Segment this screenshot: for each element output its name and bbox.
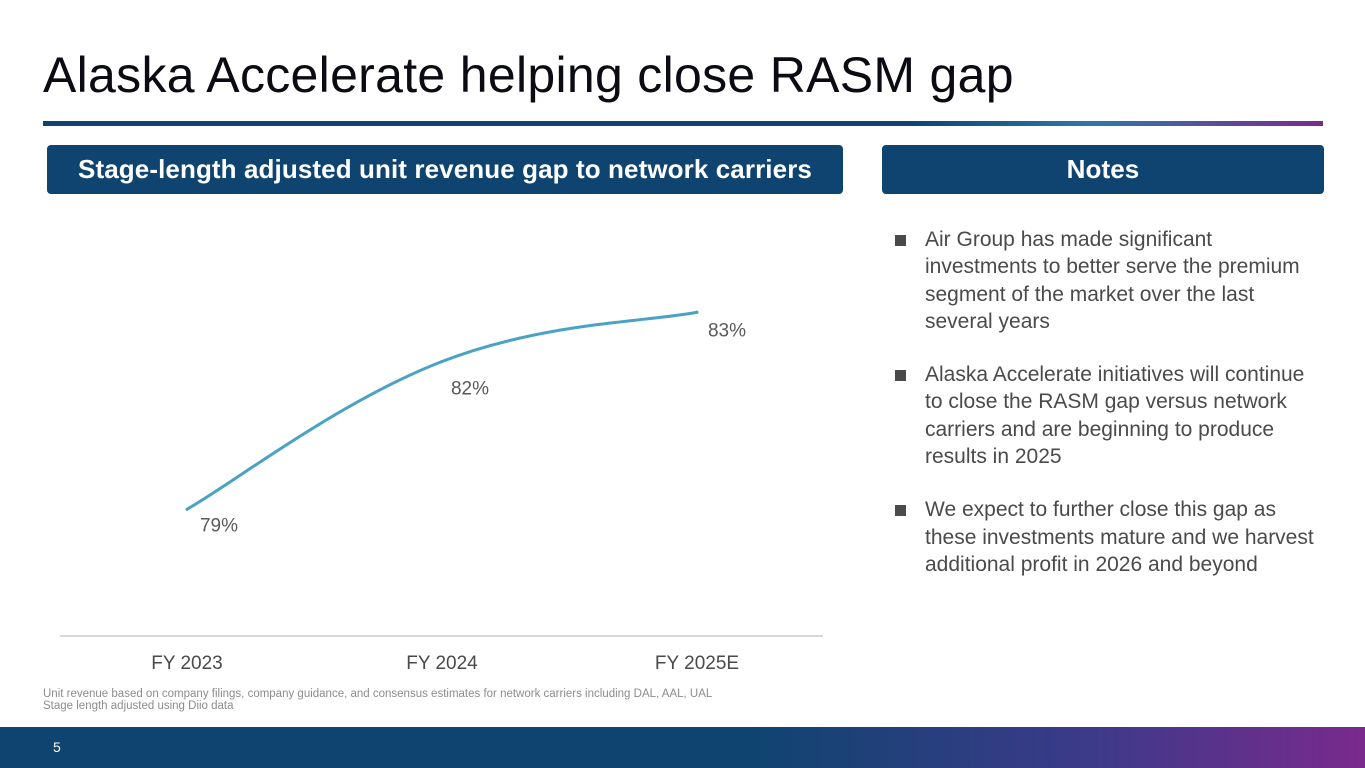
title-divider (43, 121, 1323, 126)
footer-bar: 5 (0, 727, 1365, 768)
notes-list: Air Group has made significant investmen… (892, 226, 1322, 604)
x-tick-label: FY 2025E (655, 653, 739, 674)
data-point (185, 507, 189, 511)
footnote-line: Stage length adjusted using Diio data (43, 700, 234, 712)
x-tick-label: FY 2023 (151, 653, 222, 674)
note-item: Alaska Accelerate initiatives will conti… (892, 361, 1322, 470)
note-item: Air Group has made significant investmen… (892, 226, 1322, 335)
note-item: We expect to further close this gap as t… (892, 496, 1322, 578)
square-bullet-icon (895, 370, 906, 382)
page-number: 5 (53, 739, 61, 755)
note-text: Alaska Accelerate initiatives will conti… (925, 363, 1305, 469)
x-tick-label: FY 2024 (406, 653, 478, 674)
square-bullet-icon (895, 505, 906, 517)
note-text: Air Group has made significant investmen… (925, 228, 1300, 333)
note-text: We expect to further close this gap as t… (925, 498, 1314, 576)
data-label: 83% (708, 320, 746, 341)
data-label: 79% (200, 515, 238, 536)
page-title: Alaska Accelerate helping close RASM gap (43, 47, 1014, 103)
chart-panel-header: Stage-length adjusted unit revenue gap t… (47, 145, 843, 194)
notes-panel-header: Notes (882, 145, 1324, 194)
footnote-line: Unit revenue based on company filings, c… (43, 688, 713, 700)
line-chart: FY 2023 FY 2024 FY 2025E 79% 82% 83% (60, 310, 823, 674)
data-point (440, 360, 444, 364)
square-bullet-icon (895, 235, 906, 246)
series-line (185, 310, 699, 511)
data-point (695, 310, 699, 314)
footnote: Unit revenue based on company filings, c… (43, 688, 712, 712)
data-label: 82% (451, 379, 489, 400)
